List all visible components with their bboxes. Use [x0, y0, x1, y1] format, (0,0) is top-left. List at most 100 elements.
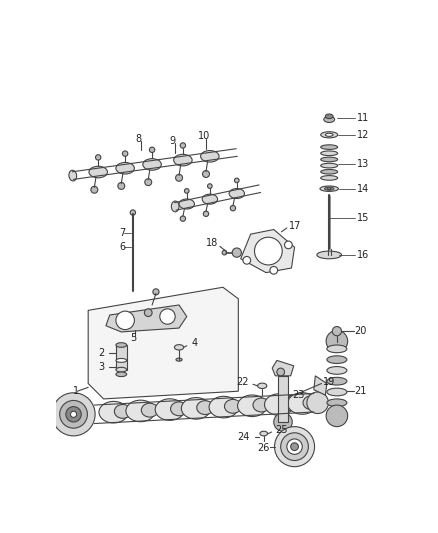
- Circle shape: [145, 309, 152, 317]
- Ellipse shape: [99, 401, 128, 423]
- Circle shape: [184, 189, 189, 193]
- Circle shape: [277, 368, 285, 376]
- Ellipse shape: [141, 403, 158, 417]
- Circle shape: [332, 327, 342, 336]
- Ellipse shape: [327, 345, 347, 353]
- Ellipse shape: [116, 372, 127, 377]
- Text: 19: 19: [323, 377, 335, 387]
- Ellipse shape: [327, 356, 347, 364]
- Circle shape: [326, 405, 348, 426]
- Circle shape: [95, 155, 101, 160]
- Ellipse shape: [320, 186, 339, 191]
- Text: 26: 26: [258, 443, 270, 453]
- Circle shape: [176, 174, 183, 181]
- Ellipse shape: [280, 397, 297, 411]
- Ellipse shape: [321, 145, 338, 149]
- Circle shape: [243, 256, 251, 264]
- Circle shape: [160, 309, 175, 324]
- Ellipse shape: [258, 383, 267, 389]
- Circle shape: [326, 330, 348, 352]
- Ellipse shape: [327, 388, 347, 396]
- Text: 14: 14: [357, 184, 369, 193]
- Ellipse shape: [89, 166, 107, 178]
- Ellipse shape: [197, 401, 214, 415]
- Text: 7: 7: [119, 228, 125, 238]
- Ellipse shape: [209, 397, 238, 418]
- Ellipse shape: [321, 157, 338, 161]
- Text: 8: 8: [135, 134, 141, 144]
- Ellipse shape: [321, 151, 338, 156]
- Circle shape: [234, 178, 239, 183]
- Text: 6: 6: [119, 242, 125, 252]
- Ellipse shape: [171, 201, 179, 212]
- Text: 24: 24: [237, 432, 250, 442]
- Ellipse shape: [155, 399, 184, 421]
- Ellipse shape: [265, 394, 294, 415]
- Circle shape: [60, 400, 88, 428]
- Circle shape: [66, 407, 81, 422]
- Polygon shape: [272, 360, 294, 376]
- Ellipse shape: [327, 377, 347, 385]
- Text: 3: 3: [98, 361, 104, 372]
- Ellipse shape: [116, 367, 127, 372]
- Text: 25: 25: [276, 425, 288, 435]
- Ellipse shape: [176, 358, 182, 361]
- Circle shape: [180, 216, 186, 221]
- Text: 21: 21: [354, 386, 366, 396]
- Ellipse shape: [321, 169, 338, 174]
- Ellipse shape: [170, 402, 187, 416]
- Circle shape: [285, 241, 292, 249]
- Circle shape: [130, 210, 135, 215]
- Ellipse shape: [325, 114, 333, 119]
- Ellipse shape: [173, 155, 192, 166]
- Ellipse shape: [116, 343, 127, 348]
- Ellipse shape: [174, 345, 184, 350]
- Ellipse shape: [303, 396, 320, 410]
- Text: 18: 18: [206, 238, 218, 248]
- Polygon shape: [314, 376, 327, 395]
- Circle shape: [145, 179, 152, 185]
- Circle shape: [230, 205, 236, 211]
- Circle shape: [291, 443, 298, 450]
- Circle shape: [270, 266, 278, 274]
- Circle shape: [116, 311, 134, 329]
- Text: 23: 23: [292, 390, 304, 400]
- Circle shape: [202, 171, 209, 177]
- Polygon shape: [106, 305, 187, 332]
- Circle shape: [153, 289, 159, 295]
- Circle shape: [52, 393, 95, 436]
- Text: 22: 22: [236, 377, 248, 387]
- Ellipse shape: [327, 367, 347, 374]
- Circle shape: [275, 426, 314, 467]
- Text: 12: 12: [357, 130, 369, 140]
- Circle shape: [307, 392, 328, 414]
- Ellipse shape: [288, 393, 317, 414]
- Polygon shape: [116, 345, 127, 370]
- Circle shape: [222, 251, 227, 255]
- Circle shape: [118, 182, 125, 189]
- Ellipse shape: [324, 116, 335, 123]
- Circle shape: [287, 439, 302, 454]
- Ellipse shape: [69, 170, 77, 181]
- Bar: [279, 376, 288, 422]
- Circle shape: [281, 433, 308, 461]
- Circle shape: [180, 143, 186, 148]
- Ellipse shape: [202, 194, 218, 204]
- Text: 17: 17: [289, 221, 301, 231]
- Ellipse shape: [224, 399, 241, 413]
- Ellipse shape: [143, 159, 161, 170]
- Ellipse shape: [321, 132, 338, 138]
- Circle shape: [208, 184, 212, 188]
- Circle shape: [91, 186, 98, 193]
- Ellipse shape: [321, 175, 338, 180]
- Text: 4: 4: [191, 338, 198, 349]
- Text: 2: 2: [98, 348, 104, 358]
- Circle shape: [274, 413, 292, 431]
- Text: 5: 5: [131, 333, 137, 343]
- Ellipse shape: [327, 399, 347, 407]
- Ellipse shape: [327, 188, 331, 189]
- Ellipse shape: [126, 400, 155, 422]
- Text: 9: 9: [170, 136, 176, 146]
- Ellipse shape: [116, 163, 134, 174]
- Text: 1: 1: [73, 386, 79, 396]
